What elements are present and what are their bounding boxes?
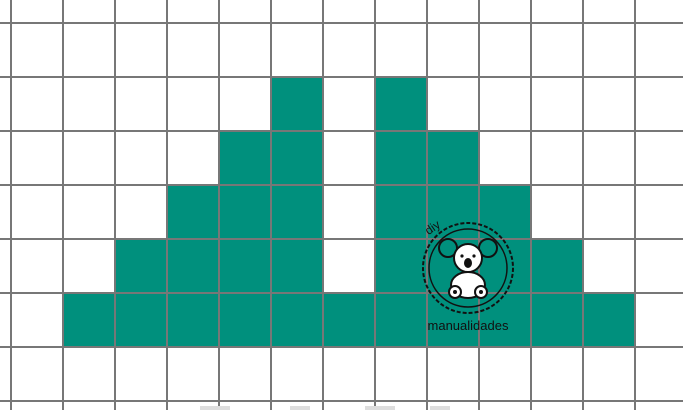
grid-cell-filled bbox=[271, 239, 323, 293]
grid-cell-filled bbox=[427, 131, 479, 185]
grid-cell-filled bbox=[427, 185, 479, 239]
grid-cell-filled bbox=[219, 239, 271, 293]
grid-cell-filled bbox=[219, 293, 271, 347]
grid-cell-filled bbox=[531, 239, 583, 293]
grid-cell-filled bbox=[583, 293, 635, 347]
grid-cell-filled bbox=[375, 77, 427, 131]
grid-cell-filled bbox=[115, 293, 167, 347]
watermark-brand-bottom: manualidades bbox=[428, 318, 509, 333]
grid-cell-filled bbox=[375, 131, 427, 185]
grid-cell-filled bbox=[63, 293, 115, 347]
grid-cell-filled bbox=[323, 293, 375, 347]
grid-cell-filled bbox=[479, 239, 531, 293]
grid-cell-filled bbox=[271, 131, 323, 185]
grid-cell-filled bbox=[427, 293, 479, 347]
grid-cell-filled bbox=[167, 185, 219, 239]
grid-cell-filled bbox=[219, 131, 271, 185]
grid-cell-filled bbox=[375, 239, 427, 293]
grid-cell-filled bbox=[271, 185, 323, 239]
grid-cell-filled bbox=[375, 185, 427, 239]
grid-cell-filled bbox=[167, 239, 219, 293]
grid-cell-filled bbox=[375, 293, 427, 347]
koala-icon bbox=[422, 222, 514, 314]
grid-cell-filled bbox=[167, 293, 219, 347]
grid-cell-filled bbox=[271, 77, 323, 131]
grid-cell-filled bbox=[115, 239, 167, 293]
grid-cell-filled bbox=[479, 185, 531, 239]
watermark-logo: diy manualidades bbox=[422, 217, 514, 333]
grid-cell-filled bbox=[531, 293, 583, 347]
cells-layer bbox=[63, 77, 635, 347]
bottom-edge-marks bbox=[200, 406, 450, 410]
grid-cell-filled bbox=[219, 185, 271, 239]
grid-cell-filled bbox=[271, 293, 323, 347]
